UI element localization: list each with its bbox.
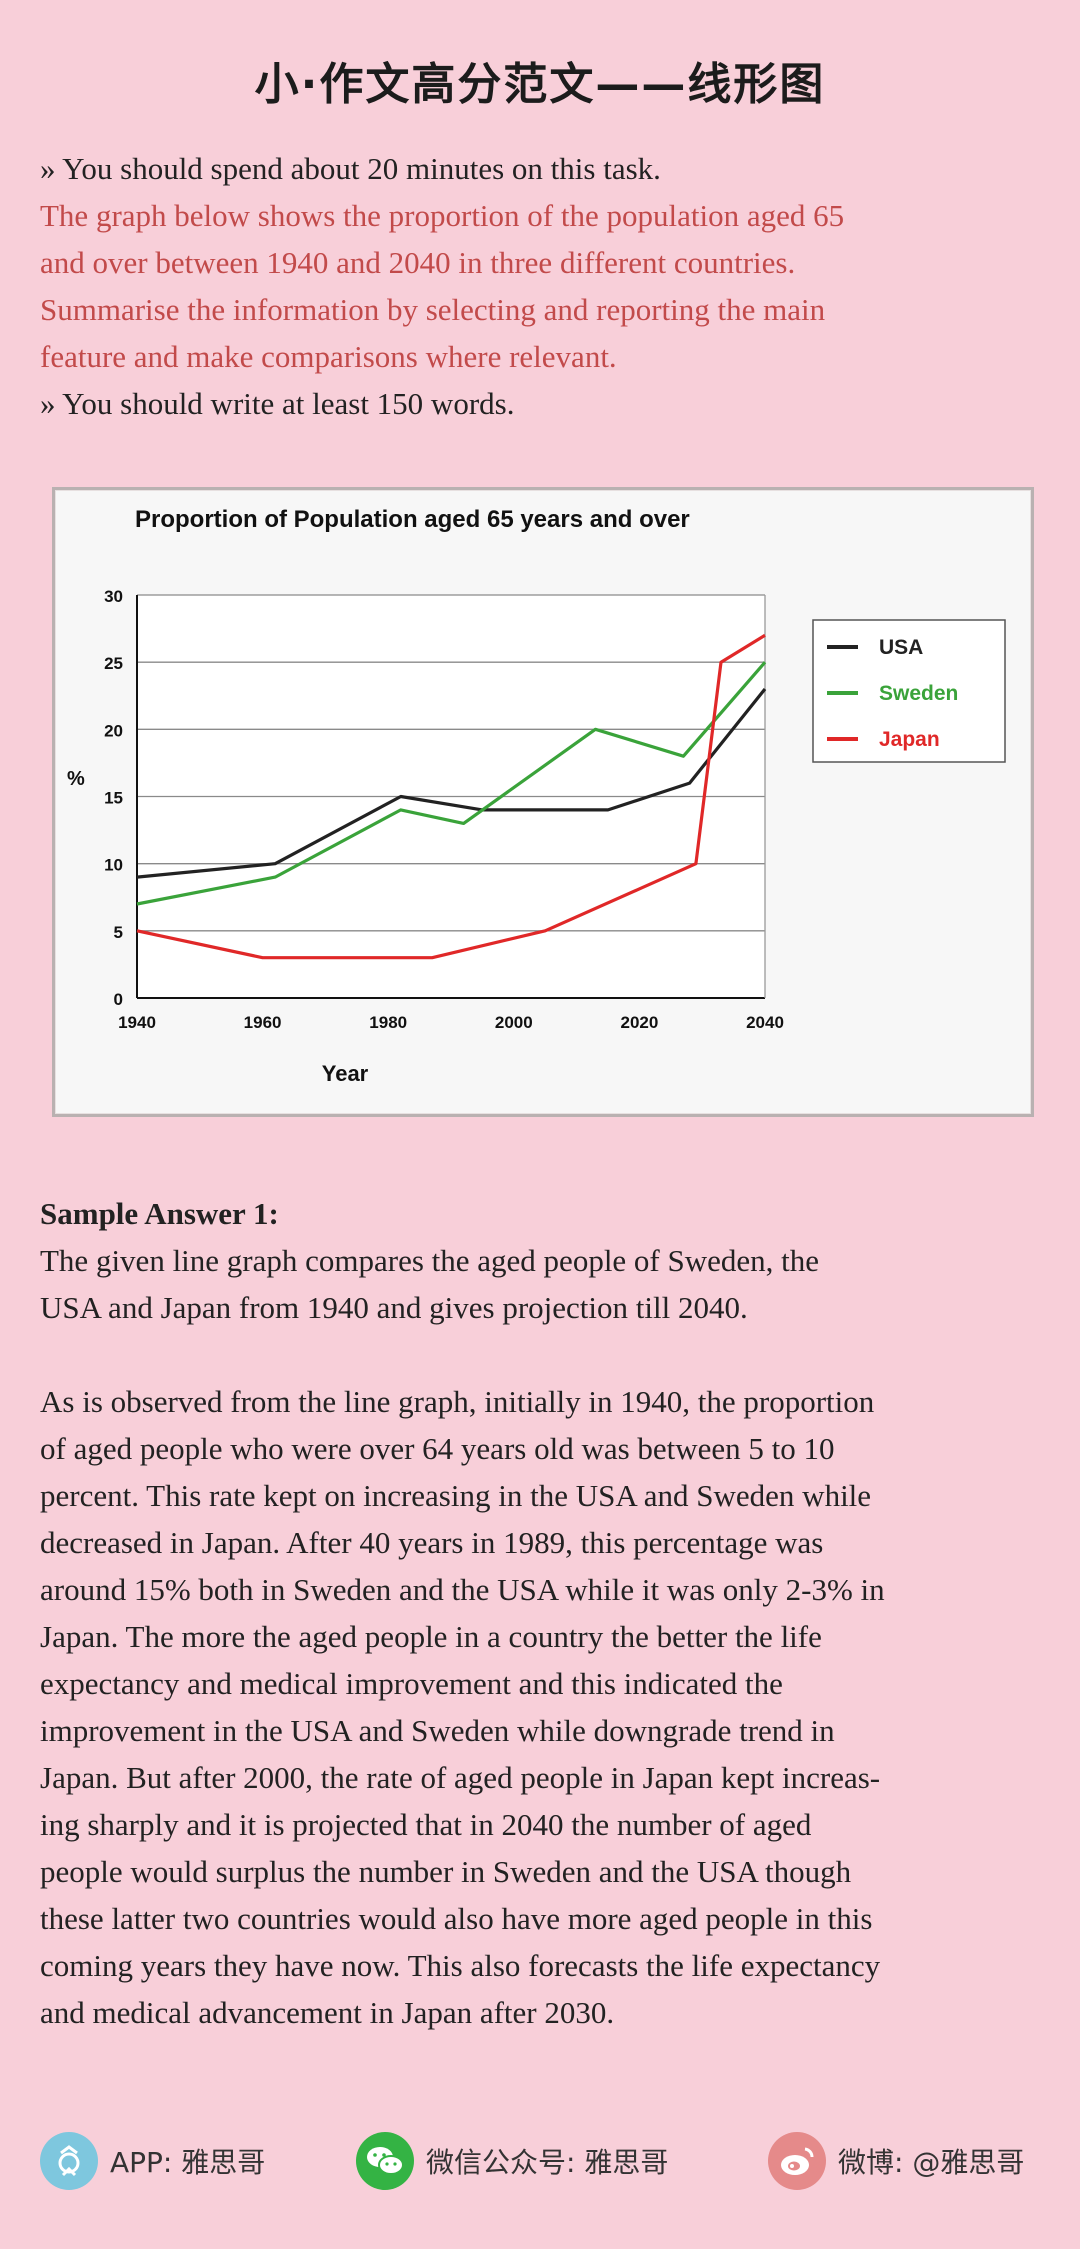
task-line-1: The graph below shows the proportion of …: [40, 198, 845, 233]
footer: APP: 雅思哥 微信公众号: 雅思哥 微博: @雅思哥: [0, 2128, 1080, 2194]
answer-body: As is observed from the line graph, init…: [40, 1378, 1050, 2036]
x-tick-label: 2000: [495, 1013, 533, 1032]
footer-weibo[interactable]: 微博: @雅思哥: [768, 2128, 1024, 2194]
legend-label-japan: Japan: [879, 728, 940, 751]
series-line-sweden: [136, 661, 767, 906]
x-tick-label: 1940: [118, 1013, 156, 1032]
x-tick-label: 2040: [746, 1013, 784, 1032]
legend-label-sweden: Sweden: [879, 682, 958, 705]
x-axis-label: Year: [322, 1061, 369, 1086]
footer-app-label: APP: 雅思哥: [110, 2146, 266, 2179]
footer-app[interactable]: APP: 雅思哥: [40, 2128, 265, 2194]
answer-heading: Sample Answer 1:: [40, 1196, 279, 1231]
x-tick-label: 1960: [244, 1013, 282, 1032]
line-chart-panel: Proportion of Population aged 65 years a…: [52, 487, 1034, 1117]
answer-body-line: ing sharply and it is projected that in …: [40, 1807, 812, 1842]
app-logo-icon: [40, 2132, 98, 2190]
weibo-icon: [768, 2132, 826, 2190]
answer-body-line: of aged people who were over 64 years ol…: [40, 1431, 835, 1466]
task-line-2: and over between 1940 and 2040 in three …: [40, 245, 796, 280]
y-axis-label: %: [67, 768, 85, 790]
y-tick-label: 0: [114, 990, 123, 1009]
chart-title: Proportion of Population aged 65 years a…: [135, 506, 690, 533]
footer-wechat-label: 微信公众号: 雅思哥: [426, 2146, 669, 2179]
answer-body-line: Japan. The more the aged people in a cou…: [40, 1619, 822, 1654]
task-prompt: » You should spend about 20 minutes on t…: [40, 145, 1050, 427]
sample-answer: Sample Answer 1: The given line graph co…: [40, 1190, 1050, 2036]
answer-body-line: and medical advancement in Japan after 2…: [40, 1995, 615, 2030]
x-tick-label: 1980: [369, 1013, 407, 1032]
y-tick-label: 15: [104, 789, 123, 808]
answer-body-line: expectancy and medical improvement and t…: [40, 1666, 783, 1701]
answer-body-line: As is observed from the line graph, init…: [40, 1384, 875, 1419]
y-tick-label: 5: [114, 923, 123, 942]
answer-intro-line-2: USA and Japan from 1940 and gives projec…: [40, 1290, 748, 1325]
y-tick-label: 10: [104, 856, 123, 875]
time-instruction: » You should spend about 20 minutes on t…: [40, 151, 661, 186]
page-title: 小·作文高分范文——线形图: [254, 59, 826, 110]
answer-intro-line-1: The given line graph compares the aged p…: [40, 1243, 820, 1278]
line-chart: Proportion of Population aged 65 years a…: [67, 506, 1006, 1086]
y-tick-label: 30: [104, 587, 123, 606]
legend-label-usa: USA: [879, 636, 923, 659]
answer-body-line: Japan. But after 2000, the rate of aged …: [40, 1760, 881, 1795]
answer-body-line: around 15% both in Sweden and the USA wh…: [40, 1572, 885, 1607]
answer-body-line: coming years they have now. This also fo…: [40, 1948, 881, 1983]
x-tick-label: 2020: [620, 1013, 658, 1032]
answer-body-line: people would surplus the number in Swede…: [40, 1854, 852, 1889]
answer-body-line: decreased in Japan. After 40 years in 19…: [40, 1525, 824, 1560]
task-line-3: Summarise the information by selecting a…: [40, 292, 826, 327]
word-count-instruction: » You should write at least 150 words.: [40, 386, 515, 421]
y-tick-label: 25: [104, 654, 123, 673]
wechat-icon: [356, 2132, 414, 2190]
y-tick-label: 20: [104, 721, 123, 740]
footer-wechat[interactable]: 微信公众号: 雅思哥: [356, 2128, 668, 2194]
answer-body-line: improvement in the USA and Sweden while …: [40, 1713, 835, 1748]
task-line-4: feature and make comparisons where relev…: [40, 339, 617, 374]
series-line-japan: [136, 633, 766, 960]
answer-body-line: these latter two countries would also ha…: [40, 1901, 873, 1936]
answer-body-line: percent. This rate kept on increasing in…: [40, 1478, 872, 1513]
footer-weibo-label: 微博: @雅思哥: [838, 2146, 1025, 2179]
